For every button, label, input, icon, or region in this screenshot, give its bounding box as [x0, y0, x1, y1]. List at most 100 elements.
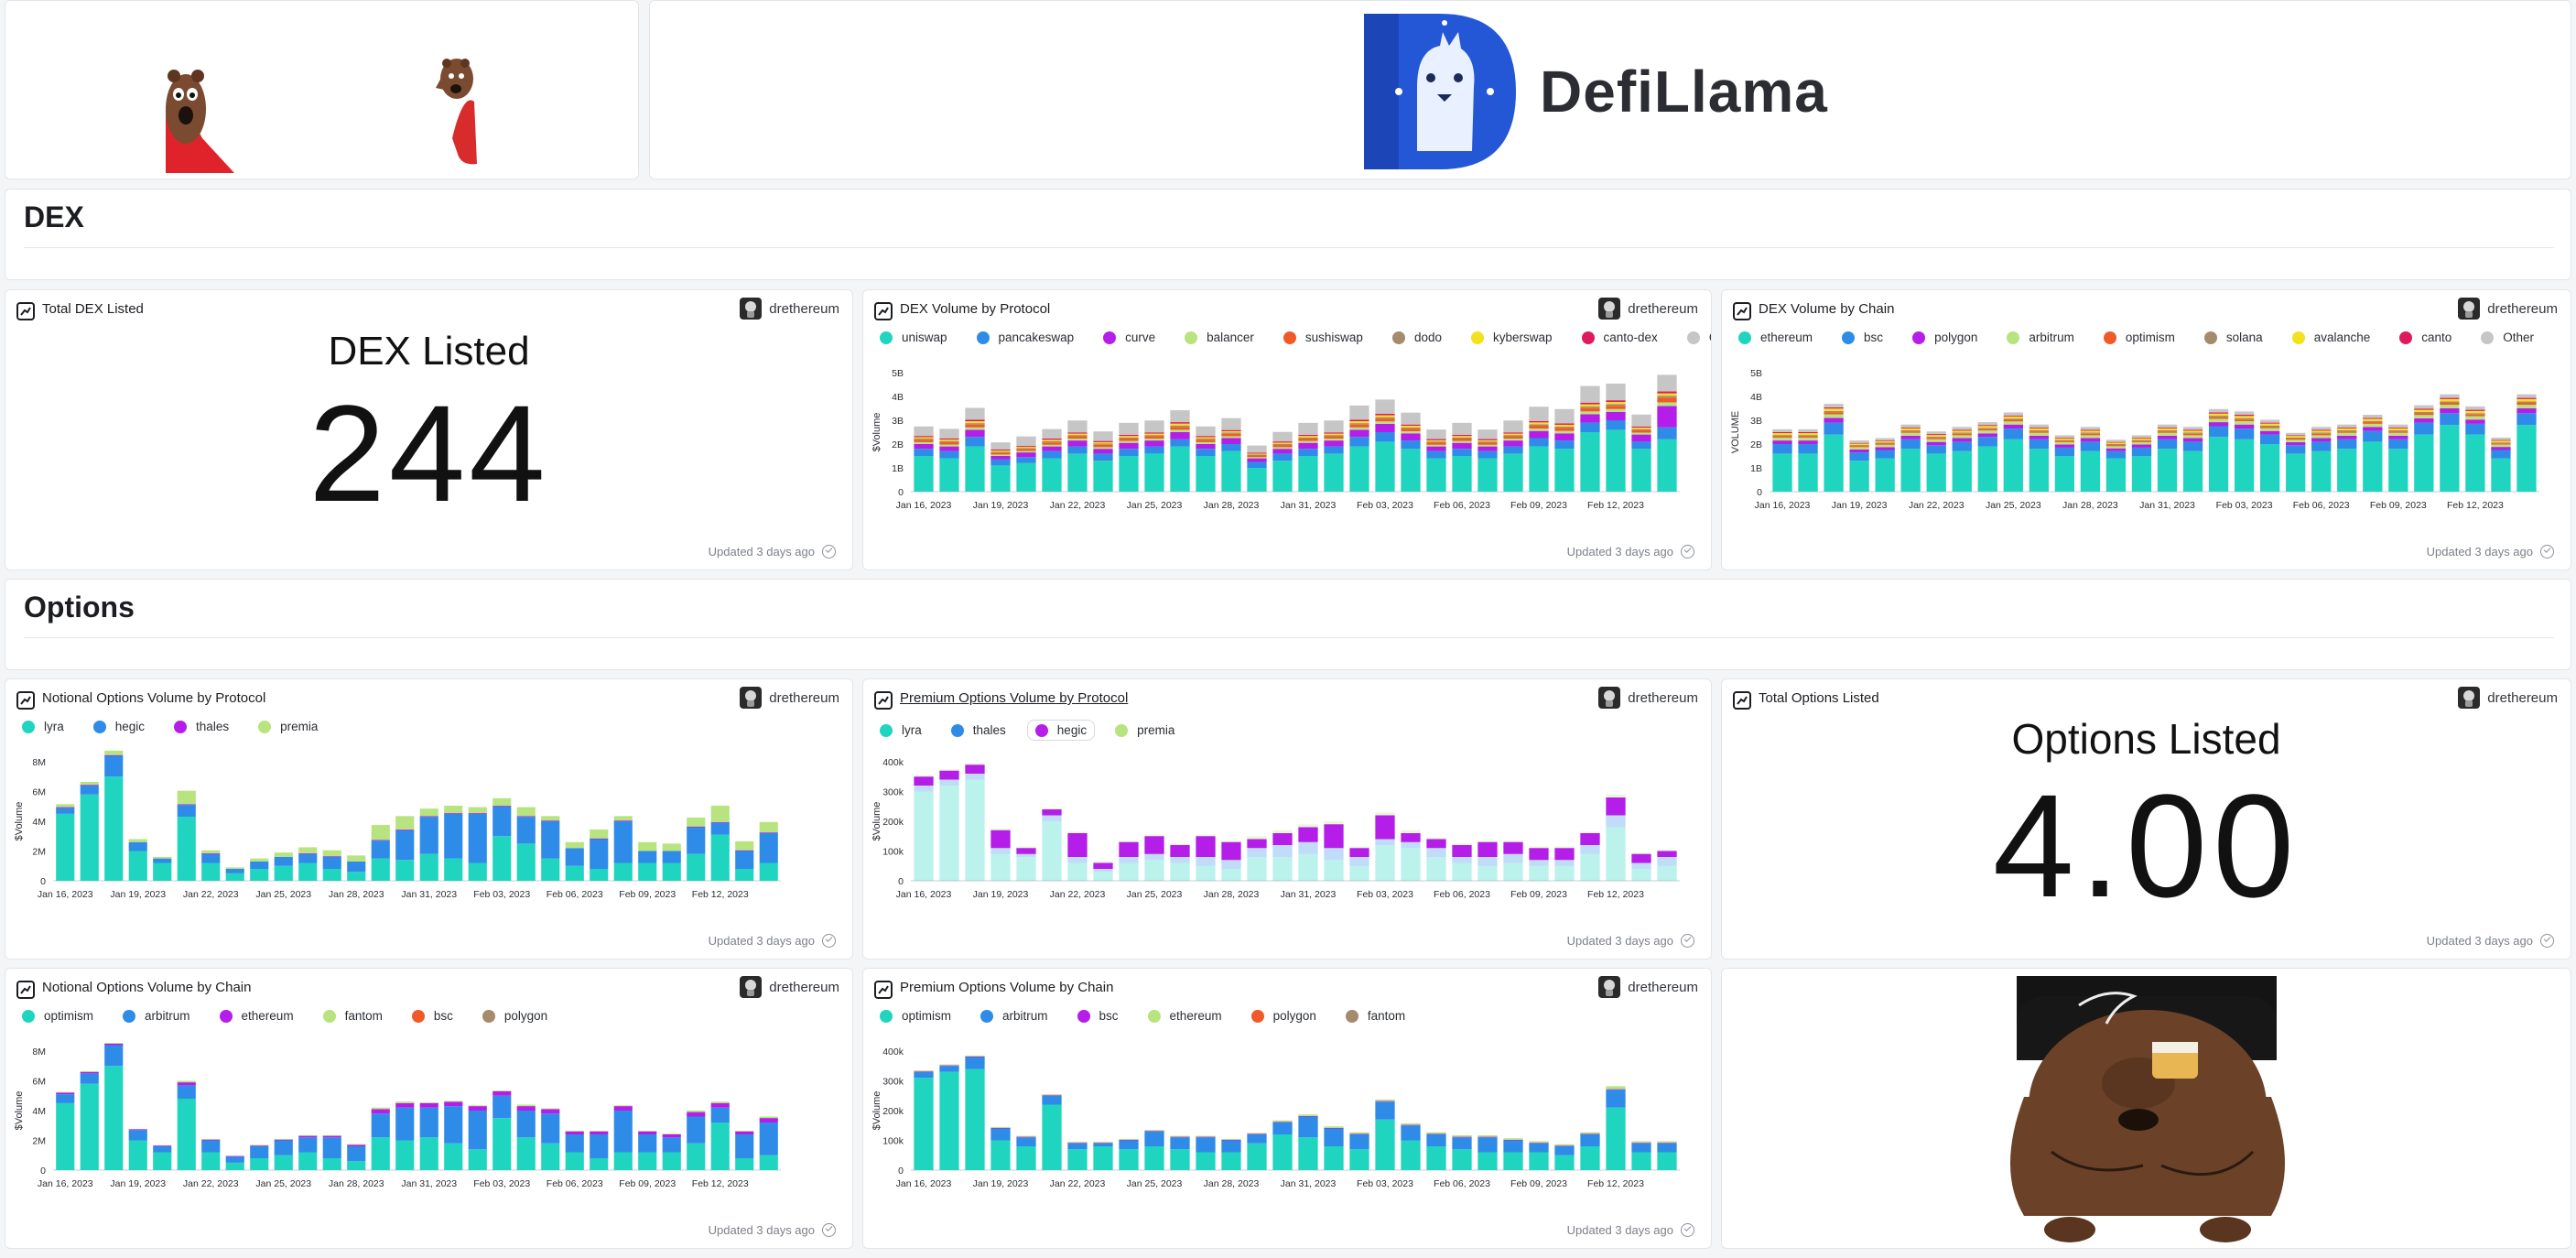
bar-segment-optimism[interactable] [1144, 1146, 1164, 1170]
bar-segment-hegic[interactable] [1272, 833, 1293, 845]
bar-segment-polygon[interactable] [1772, 440, 1792, 444]
bar-segment-kyberswap[interactable] [1375, 415, 1395, 418]
bar-segment-balancer[interactable] [965, 427, 985, 430]
bar-segment-hegic[interactable] [104, 755, 124, 777]
bar-segment-avalanche[interactable] [2516, 398, 2537, 402]
bar-segment-curve[interactable] [1196, 444, 1216, 450]
bar-segment-thales[interactable] [1503, 853, 1523, 863]
bar-segment-canto-dex[interactable] [1324, 432, 1344, 434]
bar-segment-thales[interactable] [104, 754, 124, 756]
bar-segment-canto[interactable] [2465, 409, 2485, 411]
bar-segment-uniswap[interactable] [1093, 461, 1113, 492]
bar-segment-fantom[interactable] [735, 1130, 754, 1132]
bar-segment-premia[interactable] [177, 790, 196, 805]
card-title[interactable]: DEX Volume by Protocol [900, 301, 1051, 317]
bar-segment-optimism[interactable] [128, 1140, 147, 1171]
bar-segment-pancakeswap[interactable] [1144, 446, 1164, 454]
bar-segment-premia[interactable] [1298, 824, 1318, 828]
bar-segment-polygon[interactable] [1952, 438, 1972, 442]
bar-segment-ethereum[interactable] [735, 1131, 754, 1134]
bar-segment-dodo[interactable] [1426, 441, 1446, 443]
bar-segment-solana[interactable] [1824, 410, 1844, 413]
bar-segment-canto[interactable] [1977, 425, 1997, 427]
bar-segment-ethereum[interactable] [2259, 444, 2280, 492]
bar-segment-canto[interactable] [2516, 397, 2537, 399]
bar-segment-premia[interactable] [990, 829, 1011, 830]
bar-segment-sushiswap[interactable] [1119, 439, 1139, 441]
bar-segment-premia[interactable] [1529, 846, 1549, 849]
bar-segment-sushiswap[interactable] [1503, 436, 1523, 439]
bar-segment-pancakeswap[interactable] [1272, 453, 1293, 461]
bar-segment-curve[interactable] [1554, 433, 1575, 441]
bar-segment-arbitrum[interactable] [2259, 428, 2280, 431]
bar-segment-other[interactable] [2311, 427, 2332, 430]
bar-segment-balancer[interactable] [1067, 439, 1088, 441]
bar-segment-curve[interactable] [1477, 446, 1498, 451]
bar-segment-ethereum[interactable] [1324, 1126, 1344, 1128]
bar-segment-canto[interactable] [2234, 415, 2255, 417]
bar-segment-canto-dex[interactable] [1196, 436, 1216, 438]
bar-segment-uniswap[interactable] [1375, 441, 1395, 492]
bar-segment-canto-dex[interactable] [1606, 400, 1626, 402]
bar-segment-optimism[interactable] [2131, 440, 2152, 442]
bar-segment-bsc[interactable] [1772, 444, 1792, 454]
bar-segment-arbitrum[interactable] [1375, 1101, 1395, 1120]
bar-segment-dodo[interactable] [1452, 437, 1472, 439]
card-author[interactable]: drethereum [1598, 976, 1698, 998]
bar-segment-premia[interactable] [1375, 812, 1395, 816]
bar-segment-lyra[interactable] [395, 860, 415, 881]
bar-segment-hegic[interactable] [1170, 845, 1190, 857]
bar-segment-ethereum[interactable] [2208, 437, 2229, 492]
bar-segment-fantom[interactable] [395, 1101, 415, 1103]
bar-segment-uniswap[interactable] [1426, 458, 1446, 492]
bar-segment-ethereum[interactable] [153, 1145, 172, 1146]
bar-segment-bsc[interactable] [2208, 426, 2229, 438]
bar-segment-pancakeswap[interactable] [1016, 457, 1036, 463]
bar-segment-lyra[interactable] [1477, 865, 1498, 881]
bar-segment-optimism[interactable] [225, 1162, 244, 1170]
bar-segment-solana[interactable] [1798, 435, 1818, 437]
bar-segment-arbitrum[interactable] [1119, 1140, 1139, 1150]
bar-segment-arbitrum[interactable] [1580, 1134, 1600, 1146]
bar-segment-thales[interactable] [1298, 841, 1318, 854]
bar-segment-canto-dex[interactable] [1554, 423, 1575, 425]
bar-segment-thales[interactable] [759, 832, 778, 833]
bar-segment-arbitrum[interactable] [965, 1057, 985, 1069]
bar-segment-thales[interactable] [1657, 857, 1677, 866]
bar-segment-bsc[interactable] [1875, 450, 1895, 459]
bar-segment-ethereum[interactable] [2157, 449, 2178, 492]
bar-segment-optimism[interactable] [2337, 431, 2357, 433]
bar-segment-fantom[interactable] [541, 1108, 560, 1110]
bar-segment-arbitrum[interactable] [1824, 414, 1844, 418]
bar-segment-lyra[interactable] [1144, 860, 1164, 881]
bar-segment-lyra[interactable] [1554, 865, 1575, 881]
bar-segment-solana[interactable] [2440, 401, 2460, 404]
legend-item-other[interactable]: Other [2481, 331, 2534, 344]
bar-segment-uniswap[interactable] [914, 456, 934, 492]
bar-segment-bsc[interactable] [2003, 428, 2023, 439]
bar-segment-ethereum[interactable] [914, 1070, 934, 1072]
bar-segment-bsc[interactable] [2105, 450, 2127, 459]
bar-segment-arbitrum[interactable] [990, 1128, 1011, 1141]
bar-segment-ethereum[interactable] [1849, 461, 1869, 492]
bar-segment-lyra[interactable] [735, 869, 754, 881]
bar-segment-kyberswap[interactable] [1324, 433, 1344, 436]
bar-segment-lyra[interactable] [153, 862, 172, 882]
bar-segment-arbitrum[interactable] [1016, 1137, 1036, 1146]
bar-segment-balancer[interactable] [1221, 436, 1241, 439]
bar-segment-bsc[interactable] [1849, 452, 1869, 461]
bar-segment-other[interactable] [2003, 412, 2023, 416]
bar-segment-thales[interactable] [419, 816, 438, 818]
bar-segment-solana[interactable] [2414, 411, 2434, 414]
bar-segment-optimism[interactable] [2440, 403, 2460, 406]
bar-segment-optimism[interactable] [1503, 1152, 1523, 1171]
bar-segment-arbitrum[interactable] [735, 1134, 754, 1158]
bar-segment-kyberswap[interactable] [1503, 433, 1523, 436]
bar-segment-optimism[interactable] [2182, 433, 2203, 436]
bar-segment-hegic[interactable] [1401, 833, 1421, 842]
bar-segment-kyberswap[interactable] [1401, 425, 1421, 428]
bar-segment-arbitrum[interactable] [1977, 430, 1997, 434]
bar-segment-fantom[interactable] [468, 1105, 487, 1107]
bar-segment-ethereum[interactable] [1606, 1086, 1626, 1090]
bar-segment-optimism[interactable] [2080, 433, 2101, 436]
